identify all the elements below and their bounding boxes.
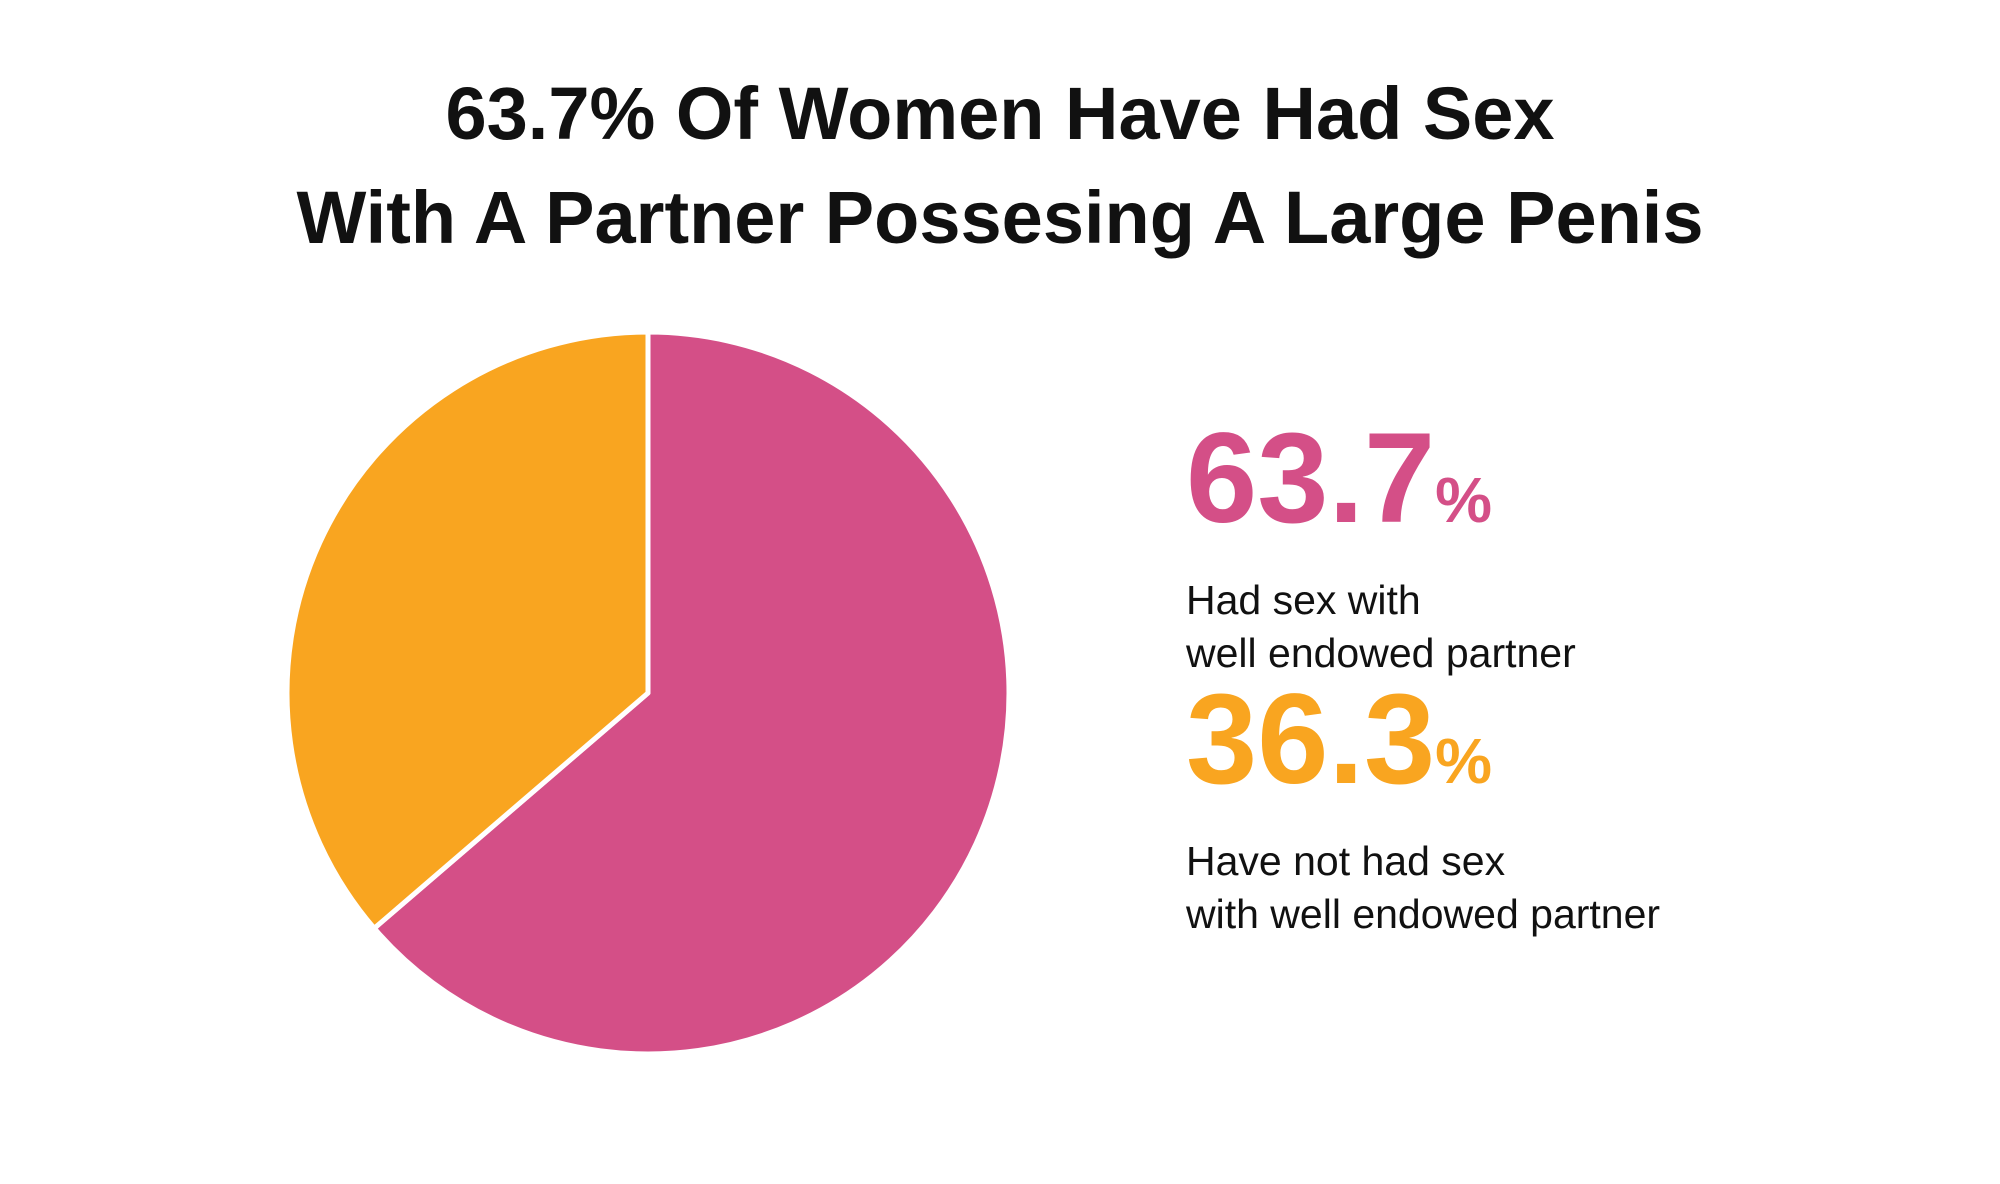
value-label: 36.3%	[1186, 668, 1493, 811]
pie-slice	[371, 329, 1012, 1057]
legend-item: 63.7% Had sex with well endowed partner	[1186, 415, 1576, 680]
legend-item: 36.3% Have not had sex with well endowed…	[1186, 676, 1660, 941]
category-label: Have not had sex with well endowed partn…	[1186, 838, 1661, 937]
pie-slice	[284, 329, 651, 931]
category-label: Had sex with well endowed partner	[1186, 577, 1576, 676]
value-label: 63.7%	[1186, 407, 1493, 550]
chart-title: 63.7% Of Women Have Had Sex With A Partn…	[296, 72, 1704, 259]
